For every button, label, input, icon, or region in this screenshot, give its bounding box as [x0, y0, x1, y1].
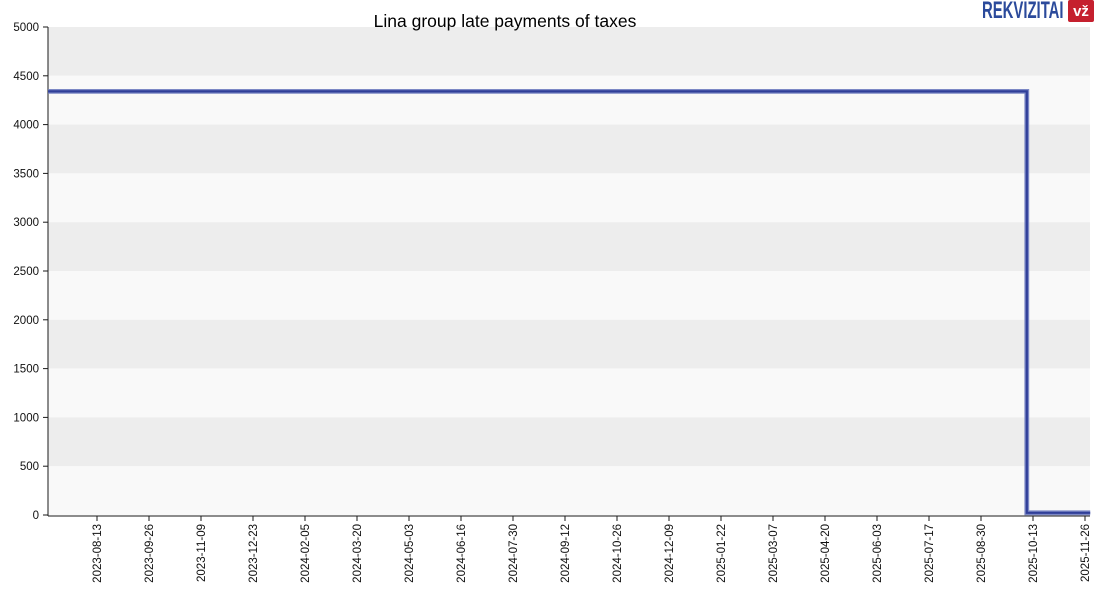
y-tick-label: 3500: [13, 168, 39, 180]
rekvizitai-logo-text: REKVIZITAI: [982, 0, 1064, 24]
plot-band: [48, 368, 1090, 418]
plot-band: [48, 27, 1090, 76]
x-tick-label: 2024-09-12: [560, 524, 572, 583]
vz-badge: vž: [1068, 0, 1094, 22]
x-tick-label: 2025-10-13: [1028, 524, 1040, 583]
x-tick-label: 2024-03-20: [352, 524, 364, 583]
plot-band: [48, 417, 1090, 467]
x-tick-label: 2024-05-03: [404, 524, 416, 583]
series-line: [48, 90, 1091, 514]
x-tick-label: 2023-09-26: [144, 524, 156, 583]
x-tick-label: 2024-02-05: [300, 524, 312, 583]
plot-band: [48, 124, 1090, 174]
x-tick-label: 2025-07-17: [924, 524, 936, 583]
x-tick-label: 2025-08-30: [976, 524, 988, 583]
chart-title: Lina group late payments of taxes: [373, 11, 637, 31]
x-tick-label: 2025-01-22: [716, 524, 728, 583]
y-tick-label: 2500: [13, 266, 39, 278]
x-tick-label: 2024-06-16: [456, 524, 468, 583]
x-tick-label: 2025-04-20: [820, 524, 832, 583]
x-tick-label: 2025-11-26: [1080, 524, 1092, 582]
y-tick-label: 2000: [13, 315, 39, 327]
plot-band: [48, 271, 1090, 320]
x-tick-label: 2023-11-09: [196, 524, 208, 582]
y-tick-label: 4500: [13, 71, 39, 83]
x-tick-label: 2024-07-30: [508, 524, 520, 583]
y-tick-label: 0: [33, 510, 39, 522]
plot-band: [48, 173, 1090, 223]
y-tick-label: 1500: [13, 364, 39, 376]
x-tick-label: 2023-12-23: [248, 524, 260, 583]
x-tick-label: 2025-03-07: [768, 524, 780, 583]
y-tick-label: 1000: [13, 412, 39, 424]
plot-band: [48, 75, 1090, 125]
y-tick-label: 5000: [13, 22, 39, 34]
plot-band: [48, 319, 1090, 369]
y-tick-label: 500: [20, 461, 39, 473]
rekvizitai-logo[interactable]: REKVIZITAI vž: [932, 0, 1094, 24]
x-tick-label: 2024-12-09: [664, 524, 676, 583]
x-tick-label: 2025-06-03: [872, 524, 884, 583]
plot-band: [48, 222, 1090, 271]
y-tick-label: 3000: [13, 217, 39, 229]
plot-band: [48, 466, 1090, 515]
x-tick-label: 2024-10-26: [612, 524, 624, 583]
y-tick-label: 4000: [13, 120, 39, 132]
x-tick-label: 2023-08-13: [92, 524, 104, 583]
